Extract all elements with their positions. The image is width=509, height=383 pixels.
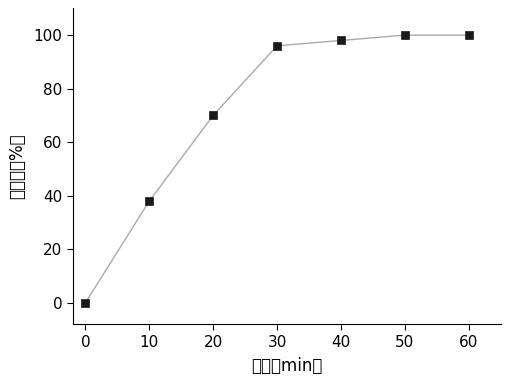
X-axis label: 时间（min）: 时间（min） xyxy=(251,357,322,375)
Y-axis label: 降解率（%）: 降解率（%） xyxy=(8,134,26,199)
